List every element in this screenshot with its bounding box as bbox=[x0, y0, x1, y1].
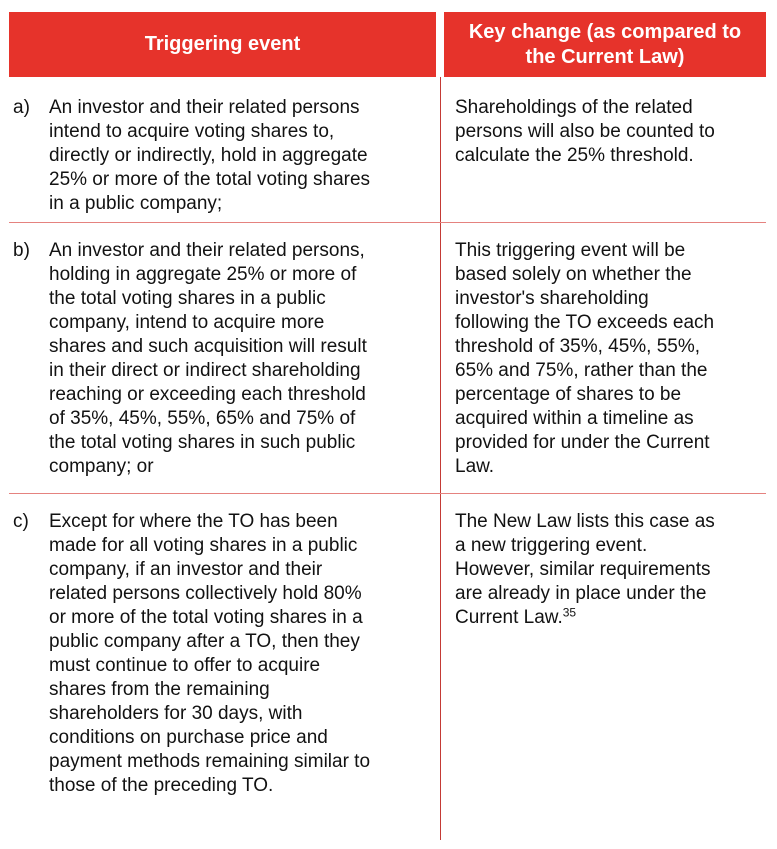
change-text-b: This triggering event will be based sole… bbox=[455, 240, 715, 477]
column-header-key-change-label: Key change (as compared to the Current L… bbox=[468, 20, 742, 68]
cell-change-a: Shareholdings of the related persons wil… bbox=[440, 77, 766, 222]
cell-event-c: c) Except for where the TO has been made… bbox=[9, 494, 440, 840]
event-text-a: An investor and their related persons in… bbox=[49, 97, 371, 214]
change-text-c: The New Law lists this case as a new tri… bbox=[455, 511, 715, 628]
column-header-triggering-event: Triggering event bbox=[9, 12, 436, 77]
change-text-a: Shareholdings of the related persons wil… bbox=[455, 97, 715, 166]
triggering-event-table: Triggering event Key change (as compared… bbox=[9, 12, 766, 840]
cell-change-c: The New Law lists this case as a new tri… bbox=[440, 494, 766, 840]
event-text-b: An investor and their related persons, h… bbox=[49, 240, 367, 477]
table-header-row: Triggering event Key change (as compared… bbox=[9, 12, 766, 77]
footnote-marker-c: 35 bbox=[562, 605, 577, 620]
table-row-c: c) Except for where the TO has been made… bbox=[9, 493, 766, 840]
table-row-b: b) An investor and their related persons… bbox=[9, 222, 766, 493]
column-header-key-change: Key change (as compared to the Current L… bbox=[444, 12, 766, 77]
column-header-triggering-event-label: Triggering event bbox=[144, 33, 301, 55]
cell-event-b: b) An investor and their related persons… bbox=[9, 223, 440, 493]
row-marker-a: a) bbox=[13, 97, 30, 118]
cell-event-a: a) An investor and their related persons… bbox=[9, 77, 440, 222]
event-text-c: Except for where the TO has been made fo… bbox=[49, 511, 371, 796]
row-marker-c: c) bbox=[13, 511, 29, 532]
table-row-a: a) An investor and their related persons… bbox=[9, 77, 766, 222]
cell-change-b: This triggering event will be based sole… bbox=[440, 223, 766, 493]
row-marker-b: b) bbox=[13, 240, 30, 261]
header-gap-divider bbox=[436, 12, 444, 77]
